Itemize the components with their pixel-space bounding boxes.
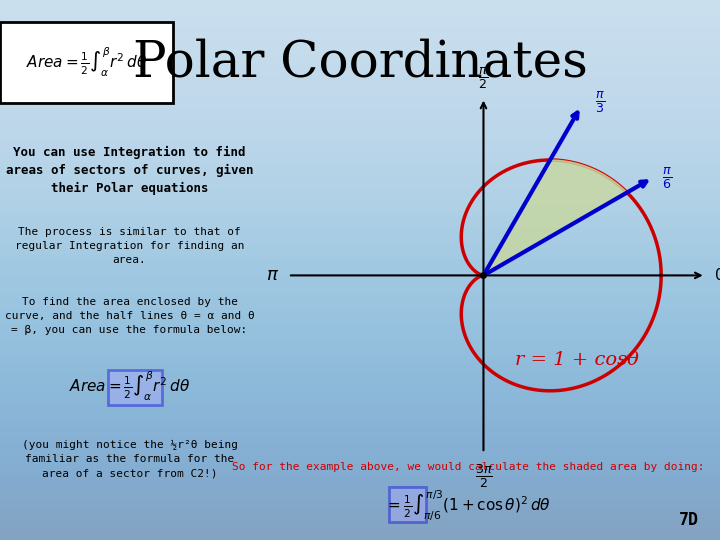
FancyBboxPatch shape <box>389 487 426 522</box>
FancyBboxPatch shape <box>0 22 173 103</box>
Text: $\frac{\pi}{3}$: $\frac{\pi}{3}$ <box>595 89 605 114</box>
Text: $= \frac{1}{2}\int_{\pi/6}^{\pi/3} (1 + \cos\theta)^2\, d\theta$: $= \frac{1}{2}\int_{\pi/6}^{\pi/3} (1 + … <box>385 489 551 523</box>
FancyBboxPatch shape <box>108 370 162 405</box>
Text: (you might notice the ½r²θ being
familiar as the formula for the
area of a secto: (you might notice the ½r²θ being familia… <box>22 440 238 478</box>
Text: $Area = \frac{1}{2}\int_{\alpha}^{\beta} r^2\, d\theta$: $Area = \frac{1}{2}\int_{\alpha}^{\beta}… <box>69 369 190 403</box>
Text: $Area = \frac{1}{2}\int_{\alpha}^{\beta} r^2\, d\theta$: $Area = \frac{1}{2}\int_{\alpha}^{\beta}… <box>26 45 147 79</box>
Text: Polar Coordinates: Polar Coordinates <box>132 38 588 87</box>
Text: To find the area enclosed by the
curve, and the half lines θ = α and θ
= β, you : To find the area enclosed by the curve, … <box>5 297 254 335</box>
Text: $0, 2\pi$: $0, 2\pi$ <box>714 266 720 285</box>
Text: $\frac{3\pi}{2}$: $\frac{3\pi}{2}$ <box>474 462 492 490</box>
Text: So for the example above, we would calculate the shaded area by doing:: So for the example above, we would calcu… <box>232 462 704 472</box>
Text: You can use Integration to find
areas of sectors of curves, given
their Polar eq: You can use Integration to find areas of… <box>6 146 253 195</box>
Text: r = 1 + cosθ: r = 1 + cosθ <box>515 351 639 369</box>
Text: The process is similar to that of
regular Integration for finding an
area.: The process is similar to that of regula… <box>15 227 244 265</box>
Polygon shape <box>483 160 627 275</box>
Text: $\pi$: $\pi$ <box>266 266 279 285</box>
Text: $\frac{\pi}{2}$: $\frac{\pi}{2}$ <box>479 65 488 91</box>
Text: $\frac{\pi}{6}$: $\frac{\pi}{6}$ <box>662 165 672 191</box>
Text: 7D: 7D <box>678 511 698 529</box>
